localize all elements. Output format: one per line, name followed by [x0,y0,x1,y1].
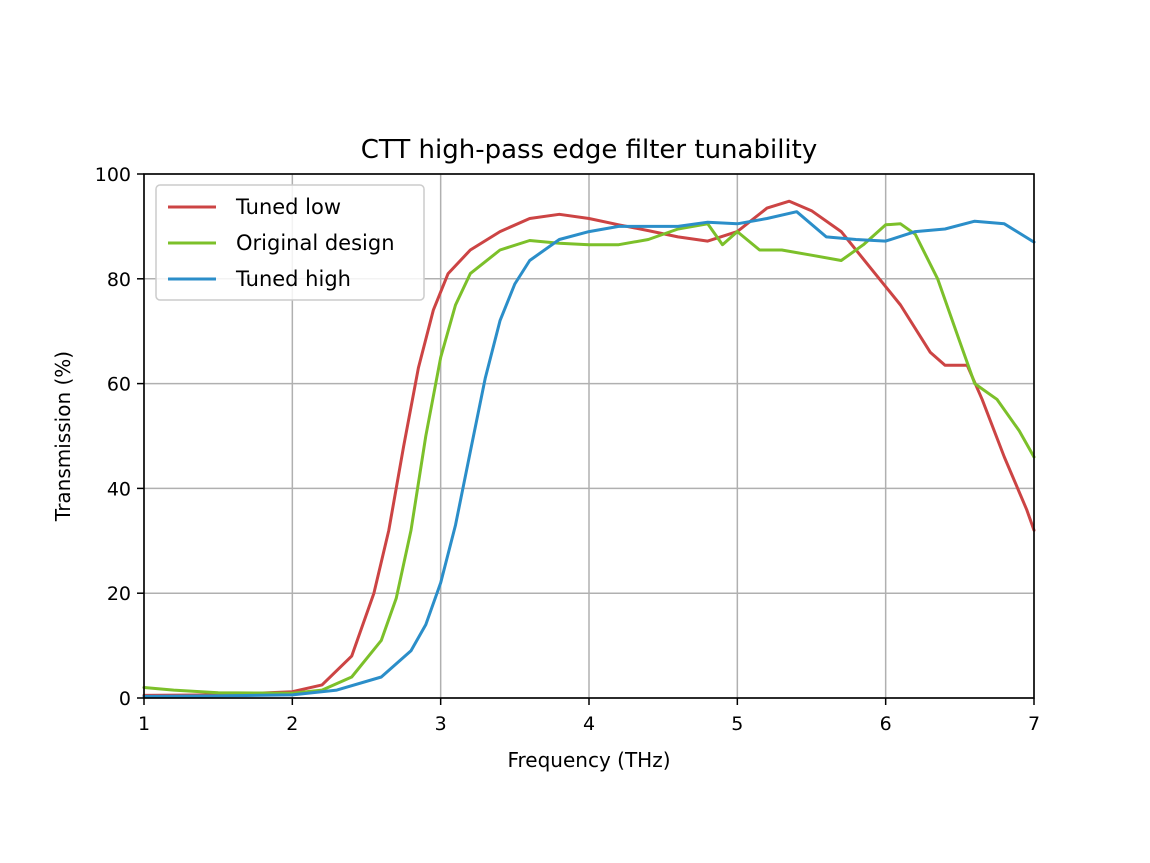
x-tick-label: 2 [286,713,298,735]
y-tick-label: 80 [107,269,131,291]
legend: Tuned low Original design Tuned high [155,184,425,301]
legend-label-tuned-low: Tuned low [235,195,341,219]
axis-ticks: 1 2 3 4 5 6 7 0 20 40 60 80 100 [95,164,1040,735]
x-tick-label: 3 [435,713,447,735]
x-tick-label: 6 [880,713,892,735]
chart-title: CTT high-pass edge filter tunability [361,135,817,165]
y-tick-label: 100 [95,164,131,186]
x-tick-label: 4 [583,713,595,735]
x-axis-label: Frequency (THz) [507,748,670,772]
series-line-tuned-high [142,210,1036,698]
y-tick-label: 20 [107,583,131,605]
legend-label-original-design: Original design [236,231,395,255]
y-tick-label: 0 [119,688,131,710]
y-tick-label: 60 [107,374,131,396]
series-lines [142,199,1036,698]
y-tick-label: 40 [107,478,131,500]
legend-label-tuned-high: Tuned high [235,267,351,291]
legend-box [155,184,425,301]
x-tick-label: 7 [1028,713,1040,735]
x-tick-label: 5 [731,713,743,735]
x-tick-label: 1 [138,713,150,735]
series-line-original-design [142,222,1036,695]
y-axis-label: Transmission (%) [51,351,75,522]
